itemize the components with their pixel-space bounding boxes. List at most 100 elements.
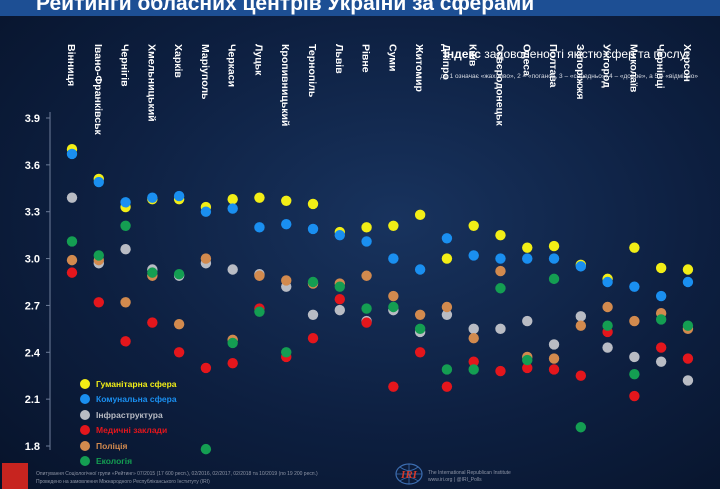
- data-point: [254, 270, 265, 281]
- data-point: [173, 190, 185, 202]
- data-point: [495, 323, 506, 335]
- data-point: [548, 339, 560, 350]
- category-label: Рівне: [360, 44, 372, 73]
- index-title-rest: задоволеності якістю сфер та послуг: [480, 47, 690, 61]
- data-point: [655, 262, 667, 274]
- data-point: [66, 254, 78, 266]
- data-point: [254, 192, 265, 203]
- footer-source-line2: Проведено на замовлення Міжнародного Рес…: [36, 479, 210, 485]
- data-point: [361, 317, 372, 328]
- category-label: Тернопіль: [306, 44, 318, 98]
- data-point: [388, 301, 399, 313]
- data-point: [254, 222, 265, 233]
- data-point: [388, 290, 399, 302]
- data-point: [414, 209, 426, 221]
- data-point: [682, 264, 694, 275]
- data-point: [120, 244, 131, 255]
- y-tick-label: 2.7: [25, 300, 40, 312]
- legend-item-communal: Комунальна сфера: [80, 392, 177, 408]
- category-label: Чернігів: [119, 44, 131, 87]
- legend-item-humanitarian: Гуманітарна сфера: [80, 376, 177, 392]
- data-point: [120, 220, 131, 231]
- category-label: Дніпро: [440, 44, 452, 80]
- legend-dot-humanitarian: [80, 378, 90, 389]
- footer-iri-line1: The International Republican Institute: [428, 470, 511, 476]
- y-tick-label: 2.1: [25, 394, 40, 406]
- data-point: [522, 253, 533, 264]
- data-point: [281, 347, 292, 358]
- data-point: [468, 333, 479, 344]
- index-scale-note: де 1 означає «жахливо», 2 – «погано», 3 …: [440, 73, 698, 80]
- data-point: [441, 309, 453, 320]
- data-point: [441, 364, 453, 375]
- footer-iri-line2: www.iri.org | @IRI_Polls: [428, 477, 482, 483]
- data-point: [66, 192, 78, 203]
- data-point: [682, 353, 694, 364]
- category-label: Одеса: [520, 44, 532, 76]
- legend-label-infrastructure: Інфраструктура: [96, 409, 163, 420]
- data-point: [629, 351, 640, 363]
- category-label: Сєвєродонецьк: [493, 44, 505, 126]
- data-point: [334, 281, 345, 292]
- data-point: [629, 315, 640, 327]
- data-point: [655, 342, 667, 353]
- data-point: [522, 354, 533, 366]
- category-label: Запоріжжя: [574, 44, 586, 100]
- data-point: [307, 309, 319, 320]
- category-label: Івано-Франківськ: [92, 44, 104, 136]
- data-point: [682, 276, 694, 288]
- data-point: [602, 320, 613, 331]
- y-tick-label: 3.6: [25, 160, 40, 172]
- data-point: [120, 197, 131, 208]
- category-label: Полтава: [547, 44, 559, 88]
- rating-group-logo: [2, 463, 28, 489]
- category-label: Житомир: [413, 43, 425, 92]
- data-point: [495, 229, 506, 241]
- data-point: [522, 315, 533, 327]
- y-tick-label: 2.4: [25, 347, 41, 359]
- data-point: [548, 364, 560, 375]
- legend: Гуманітарна сфера Комунальна сфера Інфра…: [80, 376, 177, 469]
- data-point: [575, 320, 587, 331]
- data-point: [254, 306, 265, 317]
- index-title: Індекс задоволеності якістю сфер та посл…: [444, 47, 690, 61]
- data-point: [200, 443, 212, 455]
- legend-item-infrastructure: Інфраструктура: [80, 407, 177, 423]
- data-point: [468, 250, 479, 261]
- data-point: [414, 264, 426, 275]
- category-label: Кропивницький: [279, 44, 291, 126]
- legend-label-police: Поліція: [96, 440, 128, 451]
- data-point: [281, 219, 292, 230]
- data-point: [66, 236, 78, 247]
- category-label: Миколаїв: [627, 44, 639, 93]
- data-point: [173, 347, 185, 358]
- data-point: [441, 381, 453, 392]
- index-title-bold: Індекс: [443, 47, 481, 61]
- category-label: Луцьк: [252, 44, 264, 76]
- data-point: [468, 364, 479, 375]
- data-point: [441, 301, 453, 313]
- y-tick-label: 3.9: [25, 113, 40, 125]
- data-point: [281, 275, 292, 286]
- data-point: [495, 365, 506, 377]
- data-point: [93, 250, 104, 261]
- data-point: [388, 220, 399, 231]
- legend-label-communal: Комунальна сфера: [96, 394, 177, 405]
- data-point: [655, 290, 667, 302]
- data-point: [307, 333, 319, 344]
- data-point: [120, 336, 131, 347]
- data-point: [602, 276, 613, 288]
- data-point: [495, 265, 506, 277]
- legend-dot-police: [80, 440, 90, 451]
- data-point: [200, 206, 212, 217]
- data-point: [227, 203, 238, 214]
- data-point: [361, 303, 372, 314]
- data-point: [548, 253, 560, 264]
- data-point: [93, 297, 104, 308]
- data-point: [575, 370, 587, 381]
- data-point: [173, 318, 185, 330]
- legend-item-police: Поліція: [80, 438, 177, 454]
- data-point: [361, 270, 372, 281]
- y-tick-label: 1.8: [25, 441, 40, 453]
